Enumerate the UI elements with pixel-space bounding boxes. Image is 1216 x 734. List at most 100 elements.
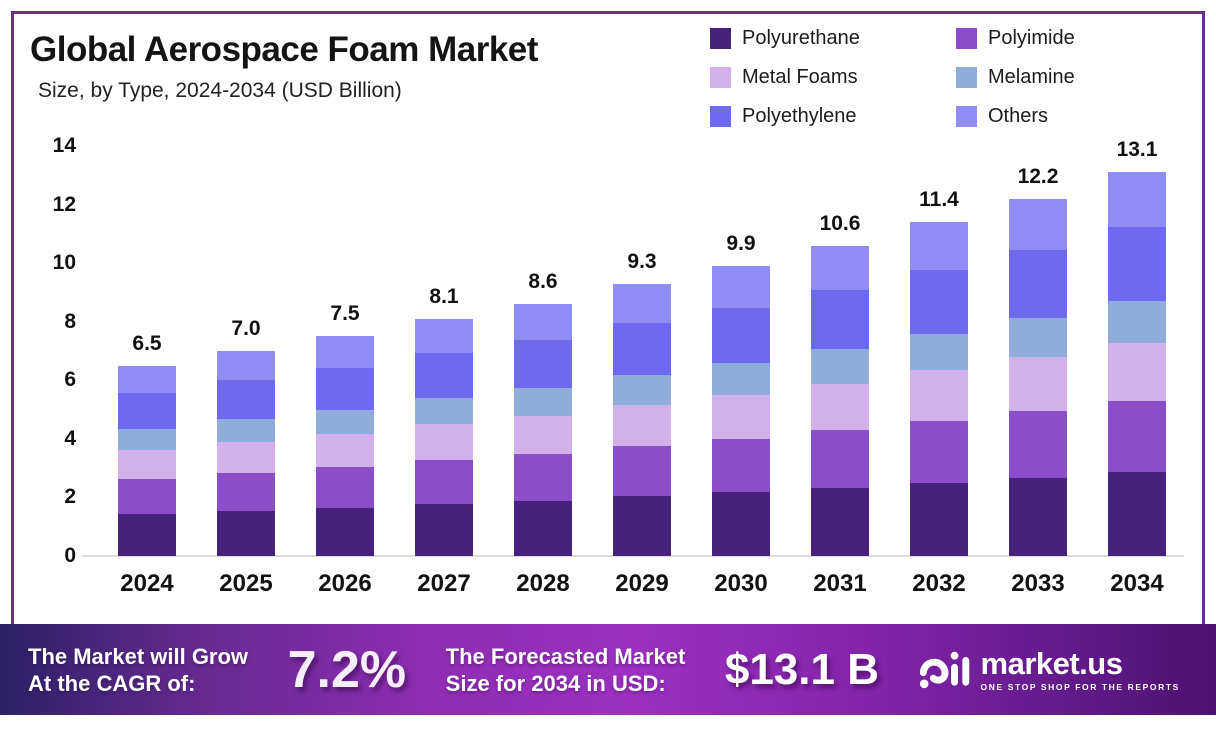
brand-name: market.us bbox=[980, 645, 1123, 681]
bar-segment-others bbox=[613, 283, 671, 323]
forecast-label-line1: The Forecasted Market bbox=[445, 643, 686, 669]
legend-swatch bbox=[956, 106, 977, 127]
y-tick-label: 10 bbox=[52, 251, 76, 275]
bar-segment-others bbox=[712, 266, 770, 308]
bar-segment-metal-foams bbox=[514, 416, 572, 455]
bar-segment-metal-foams bbox=[217, 441, 275, 473]
bar-segment-polyethylene bbox=[613, 322, 671, 375]
x-axis-label: 2027 bbox=[417, 570, 471, 597]
bar-column: 6.5 bbox=[118, 332, 176, 556]
legend: Polyurethane Polyimide Metal Foams Melamine… bbox=[710, 27, 1075, 128]
bar-segment-polyurethane bbox=[1009, 477, 1067, 556]
legend-label: Others bbox=[988, 105, 1049, 127]
bar-segment-polyimide bbox=[811, 430, 869, 488]
bar-segment-melamine bbox=[415, 398, 473, 425]
bar-segment-polyurethane bbox=[712, 492, 770, 556]
y-tick-label: 2 bbox=[64, 485, 76, 509]
bar-segment-others bbox=[118, 365, 176, 393]
bar-segment-polyimide bbox=[217, 472, 275, 511]
chart-frame-border bbox=[11, 11, 1205, 651]
bar-segment-metal-foams bbox=[415, 424, 473, 460]
bar-segment-polyurethane bbox=[910, 482, 968, 556]
bar-total-label: 10.6 bbox=[819, 211, 861, 235]
bar-total-label: 12.2 bbox=[1017, 164, 1059, 188]
x-axis-label: 2030 bbox=[714, 570, 768, 597]
bar-segment-polyurethane bbox=[118, 514, 176, 556]
x-axis-label: 2034 bbox=[1110, 570, 1164, 597]
x-axis-label: 2028 bbox=[516, 570, 570, 597]
bar-segment-polyimide bbox=[910, 420, 968, 483]
bottom-banner: The Market will Grow At the CAGR of: 7.2… bbox=[0, 624, 1216, 715]
bar-segment-others bbox=[415, 318, 473, 353]
bar-segment-polyurethane bbox=[316, 507, 374, 556]
bar-total-label: 13.1 bbox=[1116, 138, 1158, 162]
bar-segment-polyethylene bbox=[514, 340, 572, 389]
bar-segment-polyethylene bbox=[811, 290, 869, 350]
bar-total-label: 9.9 bbox=[726, 232, 756, 256]
bar-segment-polyethylene bbox=[910, 269, 968, 334]
bar-segment-polyurethane bbox=[415, 503, 473, 556]
legend-label: Polyethylene bbox=[742, 105, 857, 127]
bar-segment-polyurethane bbox=[811, 487, 869, 556]
bar-segment-polyimide bbox=[712, 438, 770, 493]
bar-segment-melamine bbox=[1009, 318, 1067, 358]
bar-segment-others bbox=[514, 304, 572, 341]
cagr-label-line2: At the CAGR of: bbox=[28, 670, 196, 696]
chart-header: Global Aerospace Foam Market Size, by Ty… bbox=[30, 30, 538, 103]
bar-total-label: 7.5 bbox=[330, 302, 360, 326]
cagr-label: The Market will Grow At the CAGR of: bbox=[28, 643, 248, 697]
bar-segment-metal-foams bbox=[712, 394, 770, 439]
bar-segment-melamine bbox=[1108, 300, 1166, 343]
bar-segment-melamine bbox=[217, 419, 275, 442]
brand-text: market.us ONE STOP SHOP FOR THE REPORTS bbox=[981, 648, 1180, 692]
bar-segment-melamine bbox=[712, 363, 770, 395]
bar-segment-others bbox=[910, 222, 968, 270]
x-axis-label: 2026 bbox=[318, 570, 372, 597]
bar-segment-melamine bbox=[811, 349, 869, 384]
bar-total-label: 6.5 bbox=[132, 331, 162, 355]
y-tick-label: 12 bbox=[52, 192, 76, 216]
bar-column: 8.6 bbox=[514, 270, 572, 556]
bar-segment-polyurethane bbox=[217, 510, 275, 556]
stacked-bar-chart: 0 2 4 6 8 10 12 14 6.5 7.0 7.5 8.1 8.6 9.3 9.9 10.6 11.… bbox=[30, 134, 1186, 616]
y-tick-label: 8 bbox=[64, 309, 76, 333]
legend-swatch bbox=[710, 106, 731, 127]
legend-item-others: Others bbox=[956, 105, 1075, 128]
bar-segment-polyethylene bbox=[217, 380, 275, 420]
bar-segment-others bbox=[1108, 172, 1166, 228]
x-axis-label: 2025 bbox=[219, 570, 273, 597]
y-tick-label: 14 bbox=[52, 134, 76, 157]
legend-item-melamine: Melamine bbox=[956, 66, 1075, 89]
bar-total-label: 7.0 bbox=[231, 317, 261, 341]
x-axis-label: 2029 bbox=[615, 570, 669, 597]
bar-segment-others bbox=[1009, 198, 1067, 250]
legend-swatch bbox=[710, 28, 731, 49]
bar-total-label: 8.6 bbox=[528, 270, 558, 294]
y-axis: 0 2 4 6 8 10 12 14 bbox=[30, 134, 76, 567]
bar-segment-melamine bbox=[514, 388, 572, 417]
bar-segment-metal-foams bbox=[1108, 342, 1166, 401]
bar-segment-polyethylene bbox=[118, 392, 176, 430]
bar-segment-polyurethane bbox=[613, 495, 671, 556]
bar-segment-others bbox=[217, 351, 275, 381]
forecast-value: $13.1 B bbox=[724, 644, 879, 694]
bar-segment-polyethylene bbox=[1108, 227, 1166, 301]
y-tick-label: 0 bbox=[64, 544, 76, 567]
x-axis-label: 2024 bbox=[120, 570, 174, 597]
legend-item-polyimide: Polyimide bbox=[956, 27, 1075, 50]
brand-block: market.us ONE STOP SHOP FOR THE REPORTS bbox=[919, 648, 1180, 692]
bar-segment-metal-foams bbox=[811, 383, 869, 431]
bar-segment-metal-foams bbox=[1009, 357, 1067, 412]
bar-segment-melamine bbox=[613, 374, 671, 405]
legend-label: Polyimide bbox=[988, 27, 1075, 49]
y-tick-label: 4 bbox=[64, 426, 76, 450]
bar-segment-polyimide bbox=[1009, 411, 1067, 478]
bar-column: 10.6 bbox=[811, 212, 869, 556]
x-axis-label: 2031 bbox=[813, 570, 867, 597]
cagr-value: 7.2% bbox=[287, 640, 407, 699]
bar-column: 7.5 bbox=[316, 302, 374, 556]
bar-segment-polyimide bbox=[613, 445, 671, 496]
forecast-label: The Forecasted Market Size for 2034 in U… bbox=[446, 643, 686, 697]
bar-segment-polyethylene bbox=[415, 352, 473, 399]
legend-swatch bbox=[956, 28, 977, 49]
